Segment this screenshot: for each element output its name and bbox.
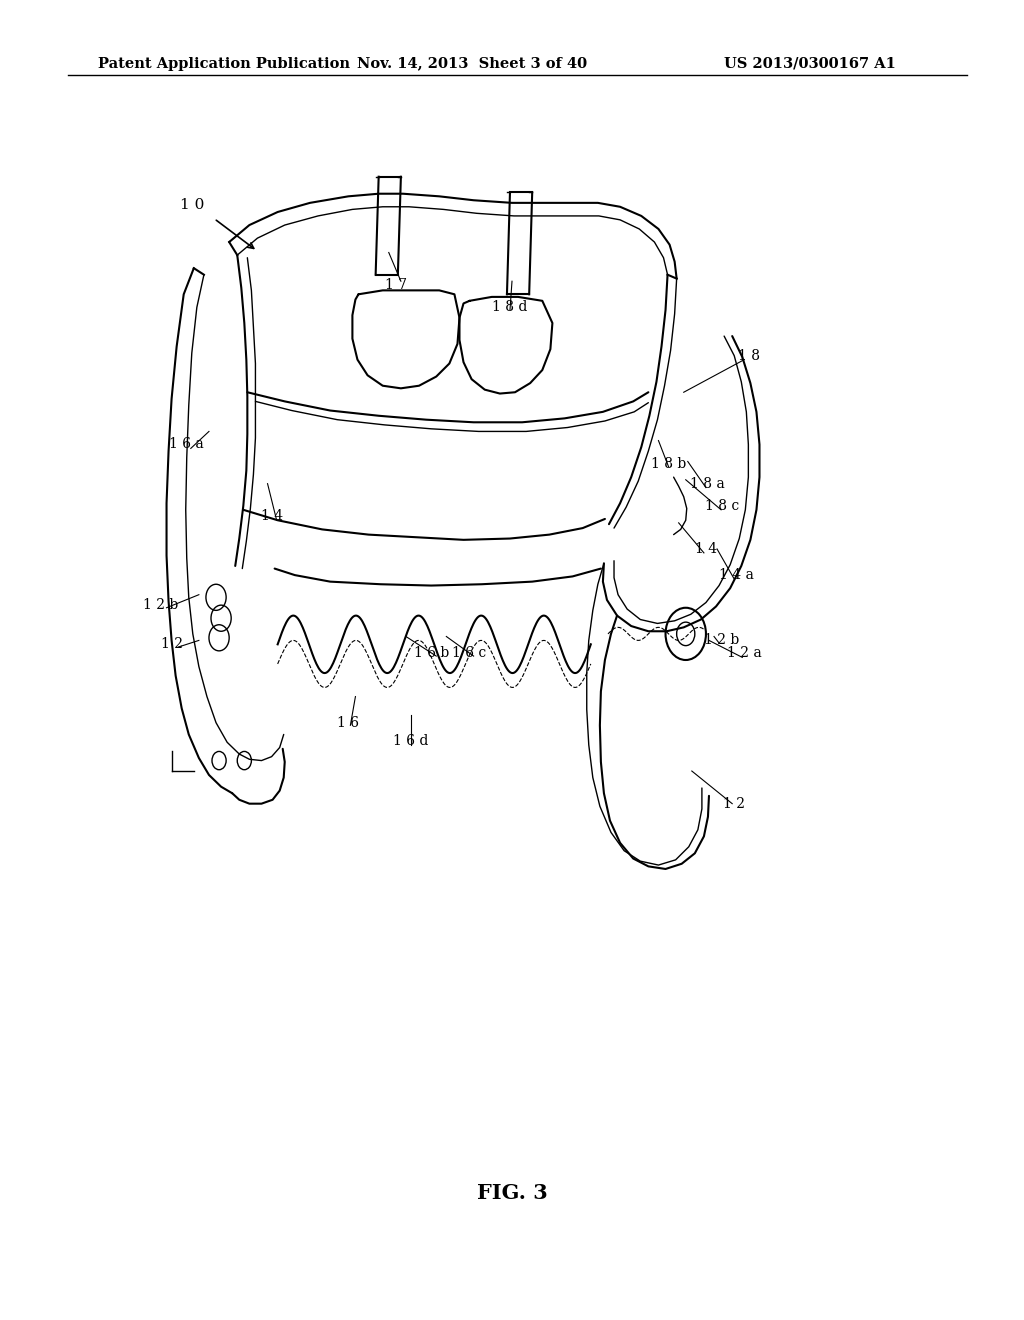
Text: Patent Application Publication: Patent Application Publication [98, 57, 350, 70]
Text: 1 2: 1 2 [723, 797, 745, 810]
Text: 1 2 b: 1 2 b [143, 598, 178, 612]
Text: 1 4: 1 4 [695, 543, 717, 556]
Text: 1 6 b: 1 6 b [414, 647, 449, 660]
Text: 1 8 c: 1 8 c [705, 499, 739, 513]
Text: 1 7: 1 7 [385, 279, 407, 292]
Text: 1 2: 1 2 [161, 638, 182, 651]
Text: Nov. 14, 2013  Sheet 3 of 40: Nov. 14, 2013 Sheet 3 of 40 [356, 57, 587, 70]
Text: 1 0: 1 0 [179, 198, 204, 213]
Text: 1 2 b: 1 2 b [705, 634, 739, 647]
Text: 1 6 c: 1 6 c [453, 647, 486, 660]
Text: US 2013/0300167 A1: US 2013/0300167 A1 [724, 57, 896, 70]
Text: 1 8: 1 8 [738, 348, 761, 363]
Text: 1 8 b: 1 8 b [651, 457, 686, 471]
Text: 1 8 a: 1 8 a [689, 477, 724, 491]
Text: 1 2 a: 1 2 a [727, 647, 762, 660]
Text: 1 6 d: 1 6 d [393, 734, 429, 748]
Text: FIG. 3: FIG. 3 [476, 1183, 548, 1203]
Text: 1 4 a: 1 4 a [719, 568, 754, 582]
Text: 1 4: 1 4 [260, 510, 283, 523]
Text: 1 6: 1 6 [337, 715, 359, 730]
Text: 1 6 a: 1 6 a [169, 437, 204, 451]
Text: 1 8 d: 1 8 d [493, 301, 527, 314]
